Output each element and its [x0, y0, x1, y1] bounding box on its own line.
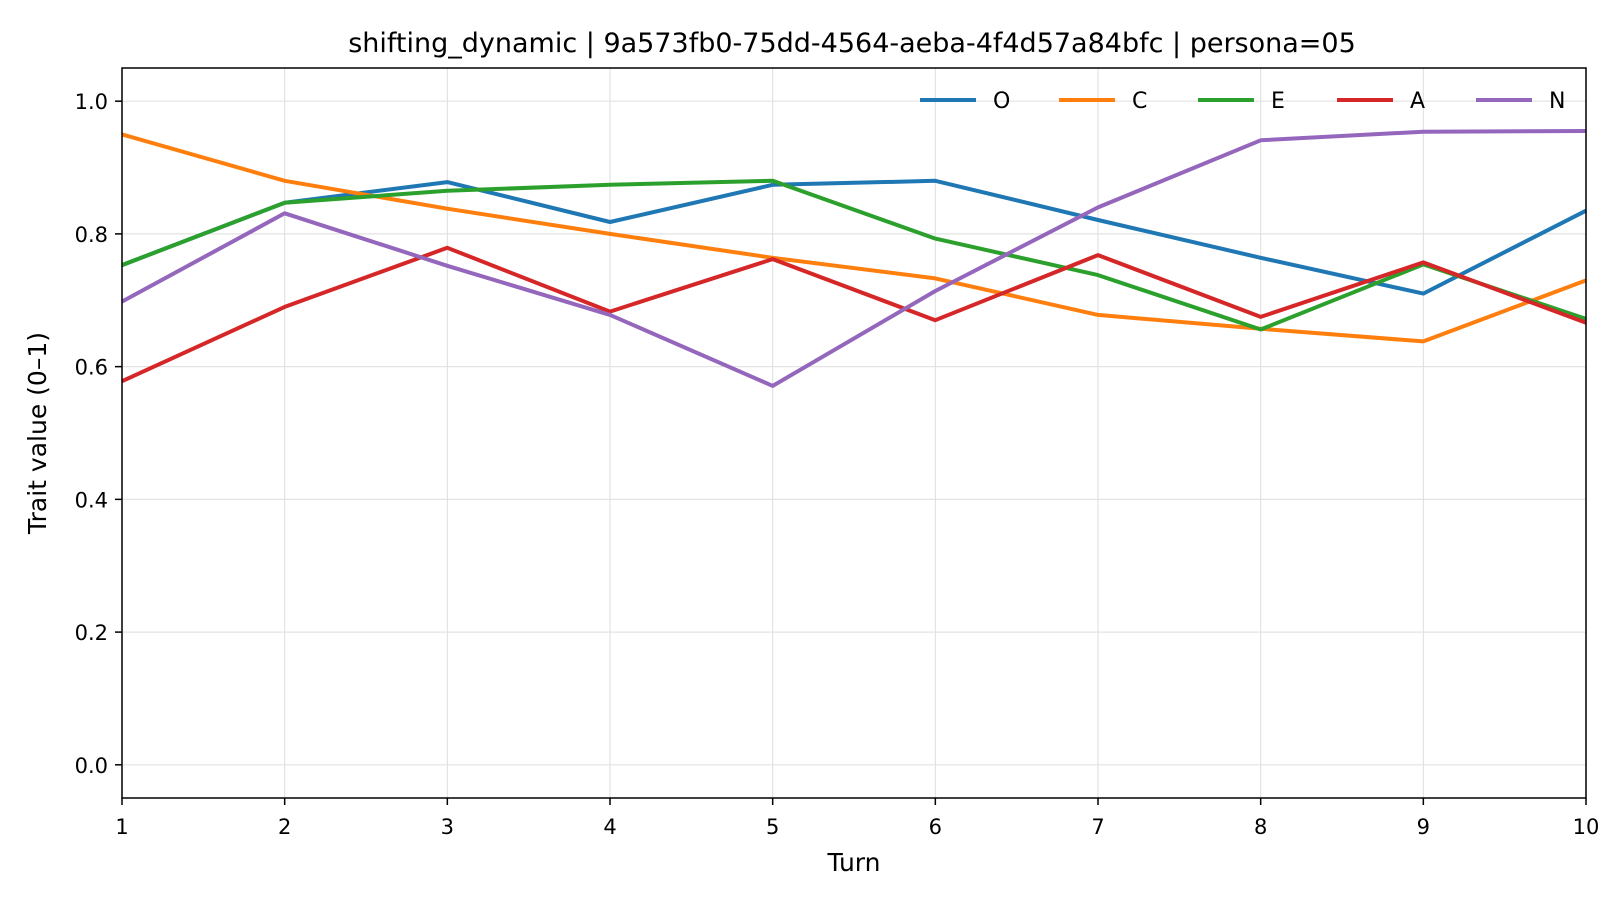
y-tick-label: 0.6: [75, 356, 108, 380]
y-tick-label: 1.0: [75, 90, 108, 114]
y-axis-label: Trait value (0–1): [23, 332, 52, 535]
series-line-a: [121, 245, 1587, 384]
legend-label-e: E: [1271, 89, 1285, 114]
axis-ticks: 1 2 3 4 5 6 7 8 9 10 0.0 0.2 0.4 0.6 0.8 1.0: [75, 90, 1600, 839]
plot-frame: [121, 67, 1587, 799]
y-tick-label: 0.4: [75, 488, 108, 512]
x-tick-label: 8: [1254, 815, 1267, 839]
y-tick-label: 0.8: [75, 223, 108, 247]
series-lines: [121, 129, 1587, 388]
x-tick-label: 5: [766, 815, 779, 839]
x-tick-label: 7: [1091, 815, 1104, 839]
legend-label-n: N: [1549, 89, 1565, 114]
chart-title: shifting_dynamic | 9a573fb0-75dd-4564-ae…: [348, 28, 1356, 59]
legend-label-c: C: [1132, 89, 1147, 114]
x-tick-label: 2: [278, 815, 291, 839]
legend-label-o: O: [993, 89, 1010, 114]
y-tick-label: 0.2: [75, 621, 108, 645]
x-tick-label: 4: [603, 815, 616, 839]
series-line-c: [121, 132, 1587, 344]
x-tick-label: 3: [441, 815, 454, 839]
series-line-n: [121, 129, 1587, 388]
series-line-o: [121, 178, 1587, 296]
x-tick-label: 6: [929, 815, 942, 839]
y-tick-label: 0.0: [75, 754, 108, 778]
x-tick-label: 1: [115, 815, 128, 839]
x-tick-label: 9: [1417, 815, 1430, 839]
grid-lines: [121, 68, 1587, 798]
x-tick-label: 10: [1573, 815, 1600, 839]
series-line-e: [121, 178, 1587, 332]
legend-label-a: A: [1410, 89, 1425, 114]
x-axis-label: Turn: [826, 848, 880, 877]
